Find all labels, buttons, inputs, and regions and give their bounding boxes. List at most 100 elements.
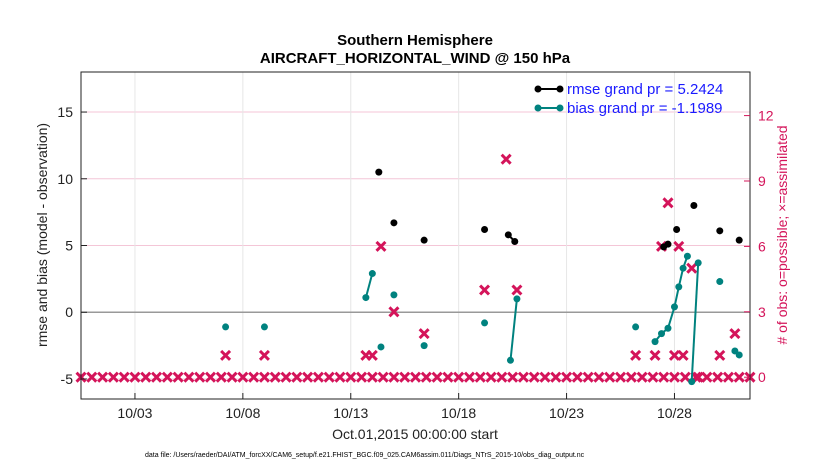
- assimilated-obs-marker: [377, 371, 389, 383]
- assimilated-obs-marker: [673, 240, 685, 252]
- legend-label-rmse: rmse grand pr = 5.2424: [567, 81, 723, 98]
- x-tick-label: 10/23: [549, 405, 584, 421]
- y-axis-label: rmse and bias (model - observation): [34, 123, 50, 347]
- obs-marker-cross: [673, 240, 685, 252]
- series-marks: [222, 168, 743, 386]
- assimilated-obs-marker: [280, 371, 292, 383]
- assimilated-obs-marker: [733, 371, 745, 383]
- obs-marker-cross: [418, 328, 430, 340]
- obs-marker-cross: [630, 349, 642, 361]
- assimilated-obs-marker: [677, 349, 689, 361]
- assimilated-obs-marker: [409, 371, 422, 383]
- rmse-point: [375, 168, 383, 176]
- obs-marker-cross: [649, 349, 661, 361]
- bias-point: [670, 303, 678, 311]
- plot-area: [81, 72, 750, 399]
- legend-marker-rmse: [534, 85, 542, 93]
- y-tick-label: 10: [57, 171, 73, 187]
- obs-marker-cross: [686, 262, 698, 274]
- obs-marker-cross: [334, 371, 346, 383]
- assimilated-obs-marker: [442, 371, 454, 383]
- bias-point: [664, 324, 672, 332]
- obs-marker-cross: [107, 371, 119, 383]
- obs-marker-cross: [662, 197, 674, 209]
- bias-line: [509, 298, 518, 361]
- assimilated-obs-marker: [668, 371, 680, 383]
- assimilated-obs-marker: [485, 371, 497, 383]
- assimilated-obs-marker: [712, 371, 724, 383]
- assimilated-obs-marker: [140, 371, 152, 383]
- assimilated-obs-marker: [625, 371, 637, 383]
- assimilated-obs-marker: [334, 371, 346, 383]
- chart-subtitle: AIRCRAFT_HORIZONTAL_WIND @ 150 hPa: [260, 50, 571, 67]
- rmse-point: [420, 236, 428, 244]
- assimilated-obs-marker: [630, 349, 642, 361]
- assimilated-obs-marker: [418, 328, 430, 340]
- bias-point: [679, 264, 687, 272]
- obs-marker-cross: [582, 371, 594, 383]
- assimilated-obs-marker: [517, 371, 529, 383]
- bias-point: [368, 270, 376, 278]
- obs-marker-cross: [258, 371, 270, 383]
- assimilated-obs-marker: [194, 371, 206, 383]
- assimilated-obs-marker: [593, 371, 605, 383]
- obs-marker-cross: [722, 371, 734, 383]
- assimilated-obs-marker: [366, 349, 378, 361]
- y-right-tick-label: 9: [758, 173, 766, 189]
- obs-marker-cross: [366, 371, 378, 383]
- assimilated-obs-marker: [86, 371, 98, 383]
- rmse-point: [673, 225, 681, 233]
- obs-marker-cross: [511, 284, 523, 296]
- assimilated-obs-marker: [550, 371, 562, 383]
- assimilated-obs-marker: [528, 371, 540, 383]
- obs-marker-cross: [479, 284, 491, 296]
- plot-frame: [80, 71, 751, 400]
- obs-marker-cross: [485, 371, 497, 383]
- assimilated-obs-marker: [291, 371, 303, 383]
- assimilated-obs-marker: [604, 371, 616, 383]
- obs-marker-cross: [500, 153, 512, 165]
- assimilated-obs-marker: [647, 371, 659, 383]
- obs-marker-cross: [604, 371, 616, 383]
- y-right-tick-label: 12: [758, 108, 774, 124]
- bias-line: [690, 262, 700, 382]
- assimilated-obs-marker: [582, 371, 594, 383]
- assimilated-obs-marker: [479, 284, 491, 296]
- assimilated-obs-marker: [463, 371, 475, 383]
- bias-point: [390, 291, 398, 299]
- obs-marker-cross: [377, 371, 389, 383]
- assimilated-obs-marker: [474, 371, 486, 383]
- obs-marker-cross: [647, 371, 659, 383]
- obs-marker-cross: [258, 349, 270, 361]
- rmse-point: [735, 236, 743, 244]
- obs-marker-cross: [345, 371, 357, 383]
- bias-point: [688, 378, 696, 386]
- y-right-tick-label: 6: [758, 238, 766, 254]
- bias-point: [513, 295, 521, 303]
- bias-point: [632, 323, 640, 331]
- assimilated-obs-marker: [686, 262, 698, 274]
- obs-marker-cross: [220, 349, 232, 361]
- assimilated-obs-marker: [571, 371, 583, 383]
- obs-marker-cross: [86, 371, 98, 383]
- legend: rmse grand pr = 5.2424 bias grand pr = -…: [534, 81, 723, 117]
- assimilated-obs-marker: [107, 371, 119, 383]
- obs-marker-cross: [701, 371, 713, 383]
- assimilated-obs-marker: [496, 371, 508, 383]
- assimilated-obs-marker: [511, 284, 523, 296]
- x-tick-label: 10/28: [657, 405, 692, 421]
- obs-marker-cross: [183, 371, 195, 383]
- obs-marker-cross: [496, 371, 508, 383]
- assimilated-obs-marker: [649, 349, 661, 361]
- assimilated-obs-marker: [183, 371, 195, 383]
- obs-marker-cross: [561, 371, 573, 383]
- y-tick-label: -5: [61, 371, 74, 387]
- obs-marker-cross: [215, 371, 227, 383]
- assimilated-obs-marker: [220, 349, 232, 361]
- x-tick-label: 10/03: [117, 405, 152, 421]
- obs-marker-cross: [312, 371, 324, 383]
- y-tick-label: 0: [65, 304, 73, 320]
- x-axis-label: Oct.01,2015 00:00:00 start: [332, 426, 498, 442]
- obs-marker-cross: [323, 371, 335, 383]
- assimilated-obs-marker: [323, 371, 335, 383]
